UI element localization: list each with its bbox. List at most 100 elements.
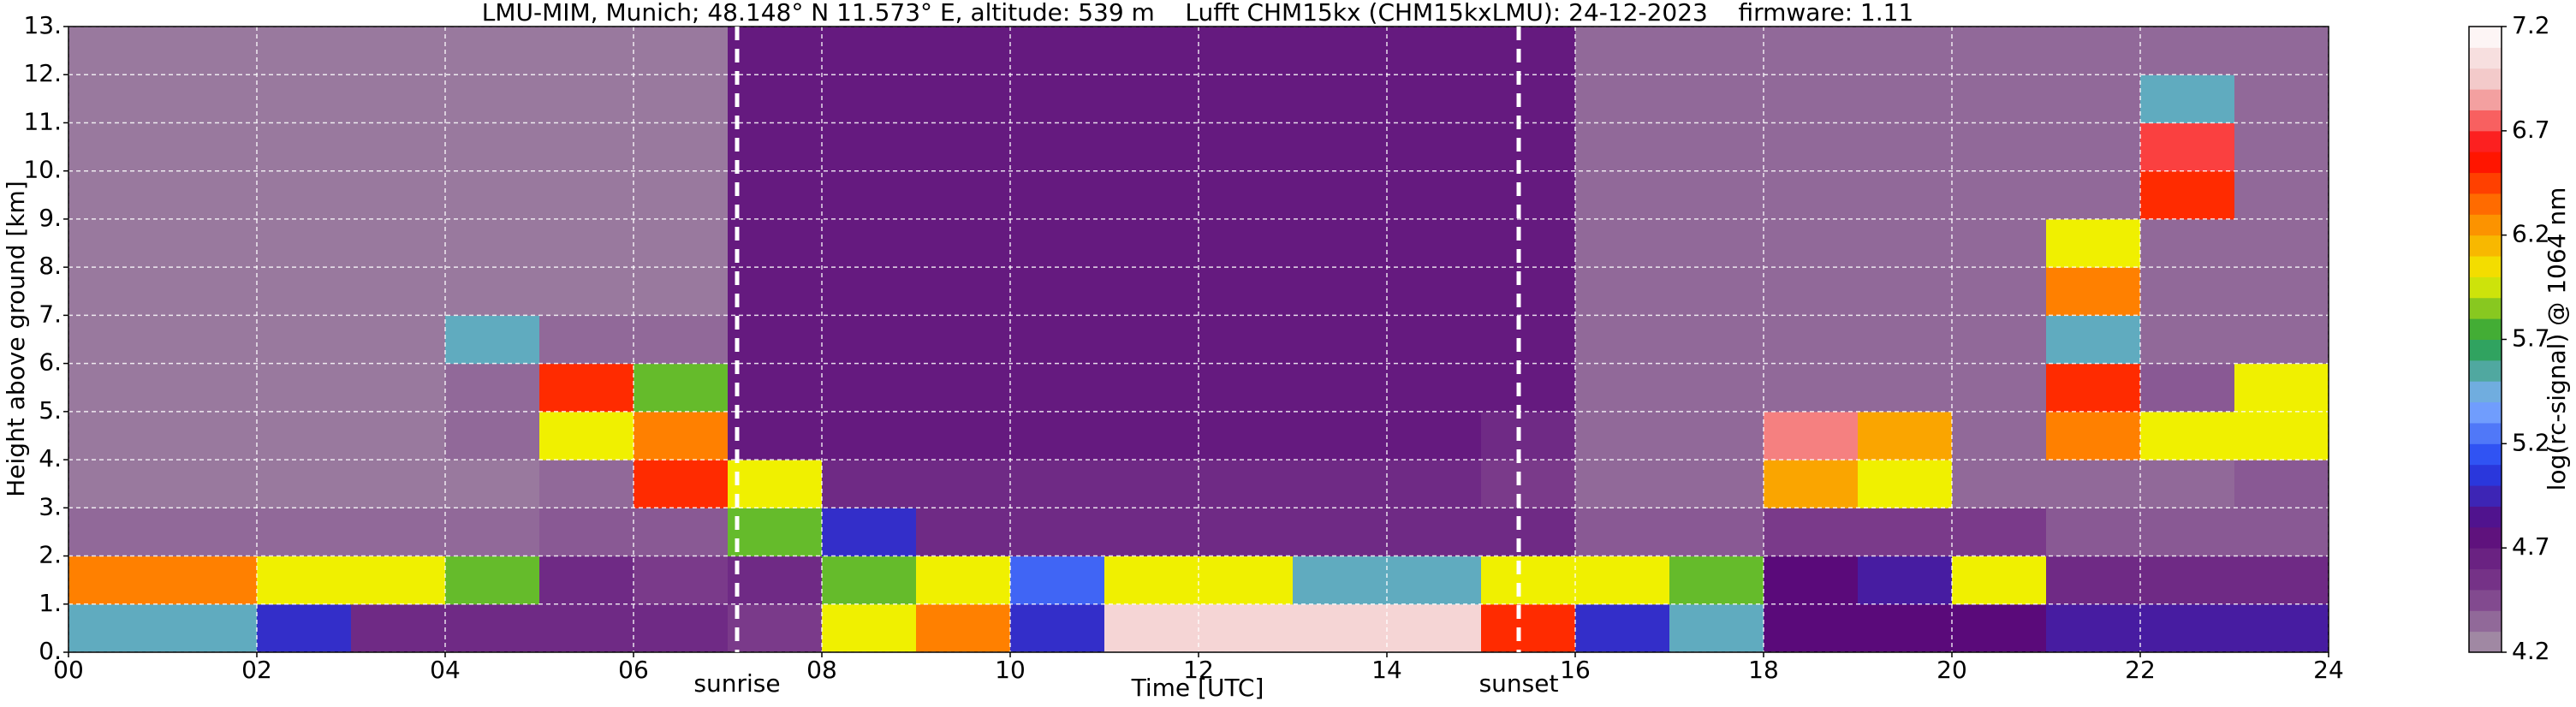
heatmap-cell xyxy=(163,218,258,268)
heatmap-cell xyxy=(728,363,823,413)
heatmap-cell xyxy=(1293,267,1388,316)
heatmap-cell xyxy=(1858,508,1953,557)
heatmap-cell xyxy=(1575,363,1670,413)
heatmap-cell xyxy=(163,315,258,365)
heatmap-cell xyxy=(1858,267,1953,316)
heatmap-cell xyxy=(2046,170,2141,220)
colorbar-segment xyxy=(2469,152,2502,174)
x-tick-label: 06 xyxy=(618,656,649,684)
heatmap-cell xyxy=(257,27,352,75)
heatmap-cell xyxy=(68,603,164,653)
heatmap-cell xyxy=(728,27,823,75)
heatmap-cell xyxy=(1010,603,1105,653)
heatmap-cell xyxy=(351,267,446,316)
x-tick-label: 24 xyxy=(2313,656,2344,684)
heatmap-cell xyxy=(1387,363,1482,413)
heatmap-cell xyxy=(634,508,729,557)
heatmap-cell xyxy=(163,460,258,508)
heatmap-cell xyxy=(1575,556,1670,605)
heatmap-cell xyxy=(2234,315,2329,365)
x-tick-label: 08 xyxy=(806,656,837,684)
heatmap-cell xyxy=(1952,27,2047,75)
heatmap-cell xyxy=(1104,315,1199,365)
heatmap-cell xyxy=(1293,27,1388,75)
heatmap-cell xyxy=(1764,411,1859,460)
heatmap-cell xyxy=(2140,363,2235,413)
heatmap-cell xyxy=(257,363,352,413)
heatmap-cell xyxy=(2234,556,2329,605)
heatmap-cell xyxy=(1293,411,1388,460)
heatmap-cell xyxy=(445,218,540,268)
colorbar-segment xyxy=(2469,401,2502,424)
heatmap-cell xyxy=(1575,218,1670,268)
heatmap-cell xyxy=(1669,315,1764,365)
colorbar-tick-label: 5.7 xyxy=(2512,324,2550,353)
heatmap-cell xyxy=(445,508,540,557)
heatmap-cell xyxy=(2046,603,2141,653)
colorbar-segment xyxy=(2469,214,2502,236)
heatmap-cell xyxy=(728,74,823,123)
heatmap-cell xyxy=(1952,411,2047,460)
heatmap-cell xyxy=(1764,267,1859,316)
heatmap-cell xyxy=(351,603,446,653)
heatmap-cell xyxy=(1387,460,1482,508)
heatmap-cell xyxy=(822,556,917,605)
heatmap-cell xyxy=(634,27,729,75)
heatmap-cell xyxy=(1669,170,1764,220)
heatmap-cell xyxy=(2234,122,2329,172)
heatmap-cell xyxy=(163,508,258,557)
heatmap-cell xyxy=(1575,122,1670,172)
heatmap-cell xyxy=(1858,363,1953,413)
heatmap-cell xyxy=(2140,508,2235,557)
heatmap-cell xyxy=(2234,603,2329,653)
heatmap-cell xyxy=(1764,556,1859,605)
heatmap-cell xyxy=(539,603,634,653)
heatmap-cell xyxy=(1764,363,1859,413)
heatmap-cell xyxy=(916,27,1011,75)
heatmap-cell xyxy=(257,556,352,605)
colorbar-segment xyxy=(2469,526,2502,549)
heatmap-cell xyxy=(2046,74,2141,123)
heatmap-cell xyxy=(916,460,1011,508)
colorbar-segment xyxy=(2469,589,2502,611)
heatmap-cell xyxy=(163,122,258,172)
heatmap-cell xyxy=(1199,218,1294,268)
heatmap-cell xyxy=(2046,411,2141,460)
heatmap-cell xyxy=(822,603,917,653)
colorbar-segment xyxy=(2469,610,2502,633)
heatmap-cell xyxy=(1104,603,1199,653)
heatmap-cell xyxy=(351,460,446,508)
heatmap-cell xyxy=(728,267,823,316)
heatmap-cell xyxy=(2234,411,2329,460)
colorbar-segment xyxy=(2469,110,2502,132)
heatmap-cell xyxy=(1010,315,1105,365)
heatmap-cell xyxy=(163,603,258,653)
heatmap-cell xyxy=(351,122,446,172)
heatmap-cell xyxy=(1199,603,1294,653)
heatmap-cell xyxy=(68,556,164,605)
colorbar-segment xyxy=(2469,464,2502,486)
heatmap-cell xyxy=(1858,556,1953,605)
annotation-label: sunrise xyxy=(693,669,780,698)
heatmap-cell xyxy=(163,363,258,413)
heatmap-cell xyxy=(1387,315,1482,365)
heatmap-cell xyxy=(916,315,1011,365)
heatmap-cell xyxy=(1481,556,1576,605)
heatmap-cell xyxy=(1010,122,1105,172)
heatmap-cell xyxy=(257,508,352,557)
heatmap-cell xyxy=(1858,74,1953,123)
heatmap-cell xyxy=(1199,508,1294,557)
colorbar-tick-label: 4.7 xyxy=(2512,532,2550,561)
heatmap-cell xyxy=(1199,363,1294,413)
heatmap-cell xyxy=(1481,74,1576,123)
heatmap-cell xyxy=(539,218,634,268)
colorbar-segment xyxy=(2469,68,2502,90)
heatmap-cell xyxy=(634,603,729,653)
heatmap-cell xyxy=(2140,556,2235,605)
heatmap-cell xyxy=(1764,315,1859,365)
heatmap-cell xyxy=(728,170,823,220)
heatmap-cell xyxy=(1104,74,1199,123)
heatmap-cell xyxy=(68,363,164,413)
heatmap-cell xyxy=(2140,267,2235,316)
heatmap-cell xyxy=(257,460,352,508)
